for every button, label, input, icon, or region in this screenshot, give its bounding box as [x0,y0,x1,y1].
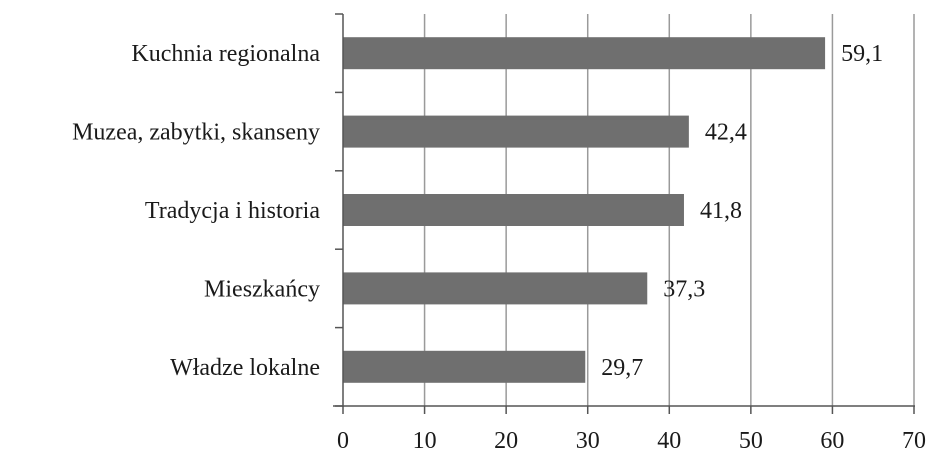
category-label: Władze lokalne [170,355,320,381]
x-tick-label: 30 [576,428,600,454]
axes [333,13,915,414]
bar [343,194,684,226]
value-label: 42,4 [705,120,747,146]
value-label: 41,8 [700,198,742,224]
value-label: 29,7 [601,355,643,381]
bar [343,272,648,305]
category-label: Kuchnia regionalna [131,41,320,67]
x-tick-label: 60 [820,428,844,454]
x-tick-label: 50 [739,428,763,454]
bar [343,350,586,383]
bar [343,37,826,70]
bar [343,115,689,148]
category-label: Tradycja i historia [145,198,320,224]
value-labels: 59,1 42,4 41,8 37,3 29,7 [601,41,883,381]
category-label: Mieszkańcy [204,276,320,302]
category-labels: Kuchnia regionalna Muzea, zabytki, skanse… [72,41,320,381]
x-tick-label: 20 [494,428,518,454]
x-tick-label: 40 [657,428,681,454]
value-label: 59,1 [841,41,883,67]
category-label: Muzea, zabytki, skanseny [72,120,320,146]
value-label: 37,3 [663,276,705,302]
bars [343,37,826,383]
x-tick-label: 0 [337,428,349,454]
x-tick-label: 70 [902,428,926,454]
x-tick-labels: 0 10 20 30 40 50 60 70 [337,428,926,454]
x-tick-label: 10 [413,428,437,454]
